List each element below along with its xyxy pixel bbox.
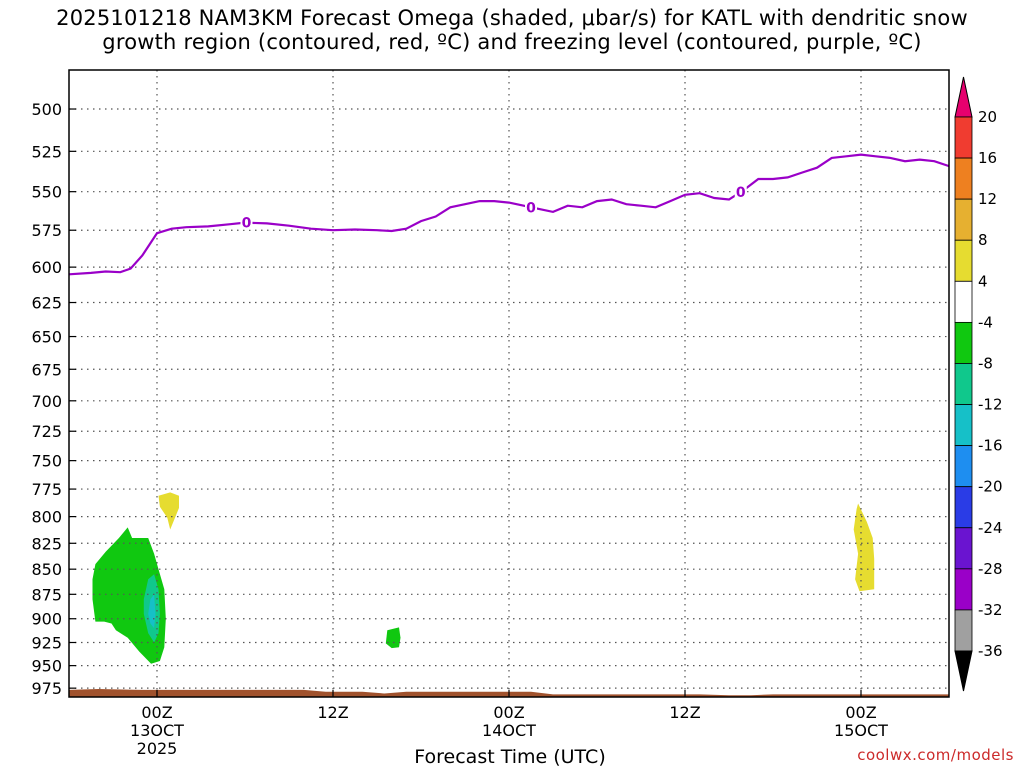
colorbar-label-4: 4 bbox=[978, 272, 988, 290]
freezing-level-label-bg-1 bbox=[525, 199, 537, 215]
credit-text: coolwx.com/models bbox=[857, 746, 1014, 764]
x-tick-label-24-0: 00Z bbox=[493, 703, 524, 722]
colorbar-bin-11 bbox=[954, 568, 973, 611]
y-tick-label-575: 575 bbox=[31, 221, 62, 240]
freezing-level-layer: 0 0 0 bbox=[69, 153, 949, 276]
x-tick-label-48-1: 15OCT bbox=[834, 721, 888, 740]
colorbar-label--4: -4 bbox=[978, 313, 993, 331]
omega-region-3 bbox=[385, 627, 401, 649]
x-tick-label-0-2: 2025 bbox=[137, 739, 178, 758]
terrain-fill bbox=[69, 689, 949, 697]
gridlines bbox=[69, 70, 949, 697]
x-tick-label-48-0: 00Z bbox=[845, 703, 876, 722]
colorbar-label--24: -24 bbox=[978, 519, 1003, 537]
y-tick-label-800: 800 bbox=[31, 508, 62, 527]
colorbar-label--16: -16 bbox=[978, 437, 1003, 455]
colorbar-below-arrow bbox=[954, 650, 973, 692]
colorbar-label--12: -12 bbox=[978, 396, 1003, 414]
chart-title: 2025101218 NAM3KM Forecast Omega (shaded… bbox=[0, 6, 1024, 54]
colorbar-bin-3 bbox=[954, 239, 973, 282]
y-tick-label-975: 975 bbox=[31, 679, 62, 698]
y-tick-label-600: 600 bbox=[31, 258, 62, 277]
x-tick-label-24-1: 14OCT bbox=[482, 721, 536, 740]
chart-title-line-2: growth region (contoured, red, ºC) and f… bbox=[102, 30, 922, 54]
y-tick-label-950: 950 bbox=[31, 657, 62, 676]
colorbar-bin-9 bbox=[954, 486, 973, 529]
y-tick-label-625: 625 bbox=[31, 294, 62, 313]
y-tick-label-550: 550 bbox=[31, 183, 62, 202]
colorbar-label-8: 8 bbox=[978, 231, 988, 249]
colorbar-label--32: -32 bbox=[978, 601, 1003, 619]
colorbar-bin-2 bbox=[954, 198, 973, 241]
freezing-level-label-2: 0 bbox=[736, 185, 746, 201]
colorbar-bin-6 bbox=[954, 363, 973, 405]
chart-title-line-1: 2025101218 NAM3KM Forecast Omega (shaded… bbox=[56, 6, 968, 30]
y-tick-label-650: 650 bbox=[31, 328, 62, 347]
y-tick-label-825: 825 bbox=[31, 534, 62, 553]
colorbar: 20 16 12 8 4 -4 -8 -12 -16 -20 -24 -28 -32 -36 bbox=[954, 76, 1003, 692]
x-tick-label-36-0: 12Z bbox=[669, 703, 700, 722]
y-tick-label-675: 675 bbox=[31, 360, 62, 379]
y-tick-label-775: 775 bbox=[31, 480, 62, 499]
y-tick-label-750: 750 bbox=[31, 452, 62, 471]
y-tick-label-875: 875 bbox=[31, 585, 62, 604]
colorbar-bin-8 bbox=[954, 445, 973, 488]
colorbar-label--20: -20 bbox=[978, 478, 1003, 496]
colorbar-bin-4 bbox=[954, 280, 973, 323]
omega-shading-layer bbox=[92, 492, 875, 664]
freezing-level-label-bg-2 bbox=[734, 183, 747, 199]
freezing-level-label-0: 0 bbox=[242, 216, 252, 232]
freezing-level-line bbox=[69, 153, 949, 276]
y-tick-label-900: 900 bbox=[31, 610, 62, 629]
colorbar-label--8: -8 bbox=[978, 354, 993, 372]
y-tick-label-725: 725 bbox=[31, 422, 62, 441]
omega-region-5 bbox=[853, 503, 875, 592]
colorbar-label--36: -36 bbox=[978, 642, 1003, 660]
omega-region-2 bbox=[148, 594, 156, 629]
freezing-level-label-bg-0 bbox=[240, 214, 253, 230]
x-tick-label-0-1: 13OCT bbox=[130, 721, 184, 740]
x-axis-title: Forecast Time (UTC) bbox=[414, 746, 606, 768]
x-tick-label-0-0: 00Z bbox=[141, 703, 172, 722]
colorbar-bin-5 bbox=[954, 321, 973, 364]
freezing-level-label-1: 0 bbox=[526, 200, 536, 216]
terrain-layer bbox=[69, 689, 949, 697]
colorbar-bin-7 bbox=[954, 404, 973, 447]
y-tick-label-700: 700 bbox=[31, 392, 62, 411]
y-tick-label-925: 925 bbox=[31, 633, 62, 652]
colorbar-label--28: -28 bbox=[978, 560, 1003, 578]
colorbar-bin-1 bbox=[954, 157, 973, 200]
colorbar-label-16: 16 bbox=[978, 149, 997, 167]
colorbar-bin-0 bbox=[954, 116, 973, 159]
colorbar-label-20: 20 bbox=[978, 108, 997, 126]
colorbar-bin-12 bbox=[954, 609, 973, 652]
colorbar-above-arrow bbox=[954, 76, 973, 118]
y-tick-label-850: 850 bbox=[31, 560, 62, 579]
omega-region-4 bbox=[158, 492, 179, 530]
colorbar-bin-10 bbox=[954, 527, 973, 570]
x-tick-label-12-0: 12Z bbox=[317, 703, 348, 722]
colorbar-label-12: 12 bbox=[978, 190, 997, 208]
y-axis: 500 525 550 575 600 625 650 675 700 725 750 775 800 8… bbox=[31, 100, 76, 698]
y-tick-label-525: 525 bbox=[31, 142, 62, 161]
y-tick-label-500: 500 bbox=[31, 100, 62, 119]
